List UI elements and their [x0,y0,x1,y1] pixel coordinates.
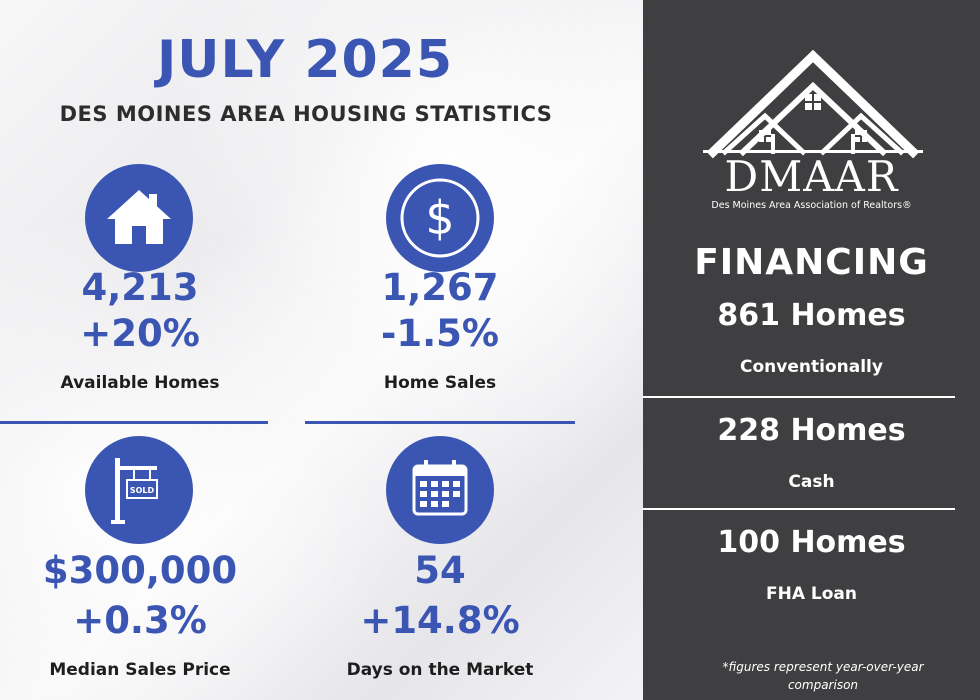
financing-divider-2 [643,508,955,510]
conventional-label: Conventionally [740,357,883,377]
house-roofs-logo-icon [703,49,923,159]
dollar-icon: $ [386,164,494,272]
available-homes-label: Available Homes [60,373,220,393]
sold-sign-icon: SOLD [85,436,193,544]
house-icon [85,164,193,272]
divider-left [0,421,268,424]
available-homes-change: +20% [80,312,200,355]
cash-label: Cash [788,472,835,492]
footnote: *figures represent year-over-year compar… [722,660,924,692]
calendar-icon [386,436,494,544]
available-homes-value: 4,213 [81,266,199,309]
page-subtitle: DES MOINES AREA HOUSING STATISTICS [59,102,553,126]
cash-value: 228 Homes [717,413,906,448]
financing-divider-1 [643,396,955,398]
divider-right [305,421,575,424]
page-title: JULY 2025 [156,30,454,90]
median-price-value: $300,000 [42,549,238,592]
home-sales-change: -1.5% [381,312,499,355]
median-price-label: Median Sales Price [49,660,231,680]
fha-value: 100 Homes [717,525,906,560]
median-price-change: +0.3% [73,599,207,642]
svg-text:SOLD: SOLD [130,486,155,495]
financing-panel: DMAAR Des Moines Area Association of Rea… [643,0,980,700]
home-sales-label: Home Sales [383,373,497,393]
days-on-market-label: Days on the Market [346,660,534,680]
stats-panel: JULY 2025 DES MOINES AREA HOUSING STATIS… [0,0,643,700]
svg-text:$: $ [425,191,454,245]
logo-text: DMAAR [724,152,899,201]
days-on-market-change: +14.8% [360,599,520,642]
home-sales-value: 1,267 [381,266,499,309]
conventional-value: 861 Homes [717,298,906,333]
fha-label: FHA Loan [765,584,857,604]
logo-tagline: Des Moines Area Association of Realtors® [711,200,912,211]
days-on-market-value: 54 [414,549,466,592]
financing-heading: FINANCING [694,242,929,283]
